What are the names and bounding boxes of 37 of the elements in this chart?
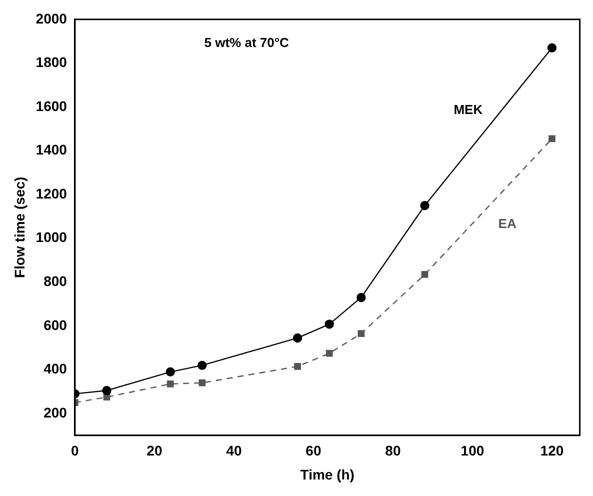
point <box>166 367 175 377</box>
y-axis-title: Flow time (sec) <box>11 176 28 278</box>
y-tick-label: 1600 <box>36 98 68 114</box>
point <box>421 271 428 278</box>
x-tick-label: 0 <box>71 442 80 459</box>
point <box>548 135 556 142</box>
y-tick-label: 1000 <box>36 229 68 246</box>
y-tick-label: 600 <box>44 316 68 333</box>
point <box>198 360 207 370</box>
point <box>326 350 333 357</box>
point <box>292 333 302 343</box>
x-tick-label: 20 <box>146 442 162 459</box>
y-tick-label: 400 <box>44 360 68 377</box>
point <box>198 379 206 386</box>
point <box>166 380 174 388</box>
y-tick-label: 800 <box>44 272 68 289</box>
annotation: 5 wt% at 70°C <box>204 34 290 50</box>
y-tick-label: 1200 <box>36 185 68 202</box>
series-label: MEK <box>454 102 484 117</box>
x-tick-label: 100 <box>460 442 484 459</box>
x-tick-label: 40 <box>226 442 242 459</box>
point <box>102 386 112 396</box>
x-tick-label: 60 <box>306 442 322 459</box>
x-tick-label: 120 <box>540 442 564 459</box>
y-tick-label: 200 <box>44 404 68 420</box>
point <box>294 363 301 370</box>
y-tick-label: 1800 <box>36 54 68 70</box>
point <box>420 200 430 210</box>
series-label: EA <box>498 216 517 231</box>
point <box>547 43 557 52</box>
point <box>358 330 365 338</box>
x-tick-label: 80 <box>385 442 401 459</box>
point <box>324 320 334 329</box>
x-axis-title: Time (h) <box>300 466 354 482</box>
y-tick-label: 2000 <box>36 10 68 26</box>
y-tick-label: 1400 <box>36 142 68 158</box>
point <box>356 292 366 302</box>
